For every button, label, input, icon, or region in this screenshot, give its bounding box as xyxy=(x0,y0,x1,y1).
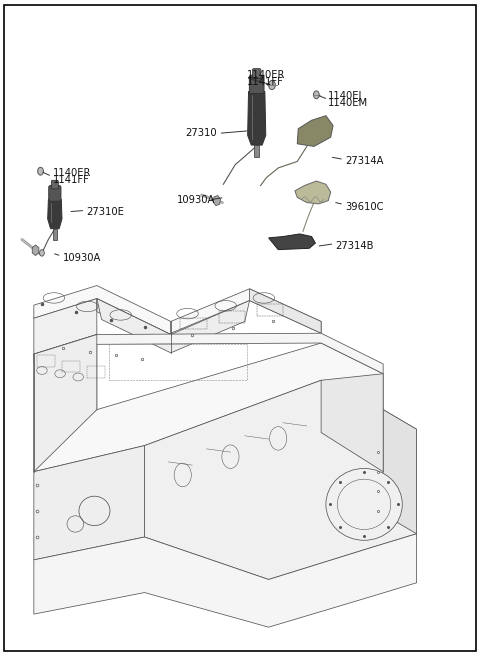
Text: 27314B: 27314B xyxy=(336,241,374,251)
FancyBboxPatch shape xyxy=(250,75,264,94)
Bar xyxy=(87,366,105,378)
FancyBboxPatch shape xyxy=(252,69,261,79)
Text: 10930A: 10930A xyxy=(177,195,216,205)
FancyBboxPatch shape xyxy=(51,180,58,189)
Polygon shape xyxy=(269,234,315,250)
Bar xyxy=(62,361,80,373)
Polygon shape xyxy=(97,298,171,348)
Bar xyxy=(180,318,206,329)
Text: 27314A: 27314A xyxy=(345,156,384,167)
Polygon shape xyxy=(34,335,97,429)
Polygon shape xyxy=(48,199,62,229)
Polygon shape xyxy=(321,374,383,472)
FancyBboxPatch shape xyxy=(49,186,61,201)
Text: 1140EJ: 1140EJ xyxy=(328,91,363,101)
Text: 1140ER: 1140ER xyxy=(247,70,286,79)
Text: 1140ER: 1140ER xyxy=(53,168,91,178)
Text: 1141FF: 1141FF xyxy=(247,77,284,87)
Polygon shape xyxy=(34,335,97,472)
Polygon shape xyxy=(34,445,144,560)
Ellipse shape xyxy=(326,468,402,541)
Text: 1141FF: 1141FF xyxy=(53,175,90,186)
Text: 39610C: 39610C xyxy=(345,201,384,211)
Bar xyxy=(218,311,245,323)
Polygon shape xyxy=(295,181,331,204)
Text: 27310E: 27310E xyxy=(86,207,124,217)
Text: 1140EM: 1140EM xyxy=(328,98,369,108)
Polygon shape xyxy=(144,380,417,579)
Circle shape xyxy=(269,81,276,90)
Polygon shape xyxy=(34,298,97,354)
Polygon shape xyxy=(248,92,266,145)
FancyBboxPatch shape xyxy=(254,145,259,157)
Bar xyxy=(109,344,247,380)
Polygon shape xyxy=(297,115,333,146)
Polygon shape xyxy=(250,289,321,333)
Polygon shape xyxy=(34,534,417,627)
Text: 27310: 27310 xyxy=(185,129,217,138)
Bar xyxy=(37,356,55,367)
Polygon shape xyxy=(34,285,171,335)
Text: 10930A: 10930A xyxy=(62,253,101,263)
FancyBboxPatch shape xyxy=(53,229,57,241)
Bar xyxy=(257,304,283,316)
Circle shape xyxy=(37,167,43,175)
Polygon shape xyxy=(97,298,250,353)
Polygon shape xyxy=(171,289,321,333)
Polygon shape xyxy=(383,409,417,534)
Circle shape xyxy=(313,91,319,98)
Polygon shape xyxy=(34,343,383,472)
Circle shape xyxy=(39,250,44,256)
Polygon shape xyxy=(34,333,383,374)
